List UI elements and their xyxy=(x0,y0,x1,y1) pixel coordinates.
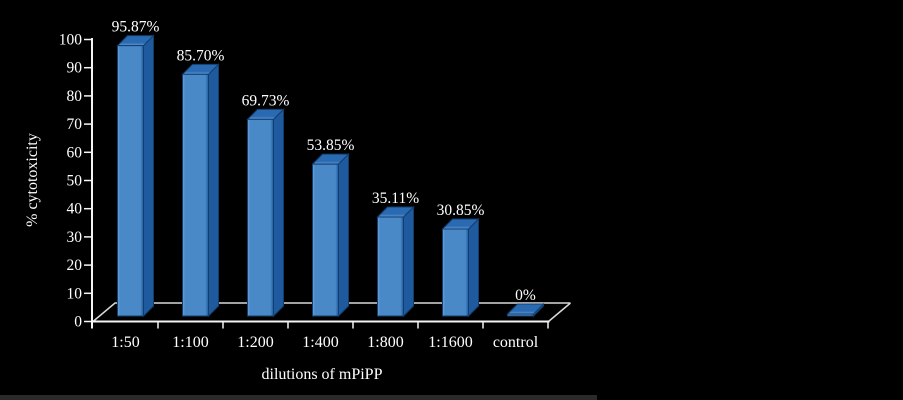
bar-top-face xyxy=(506,303,545,315)
y-axis-title: % cytotoxicity xyxy=(24,133,41,227)
bar-front-face xyxy=(377,216,404,317)
bar-value-label: 85.70% xyxy=(177,47,225,64)
bar-side-face xyxy=(208,63,219,318)
bar-side-face xyxy=(468,217,479,318)
bar-value-label: 0% xyxy=(515,287,536,304)
bar-side-face xyxy=(403,205,414,318)
bar-front-face xyxy=(117,45,144,317)
bar-value-label: 35.11% xyxy=(372,190,419,207)
y-tick-label: 0 xyxy=(74,314,82,331)
bar-front-face xyxy=(507,313,534,317)
y-tick-label: 60 xyxy=(67,144,83,161)
y-tick-label: 40 xyxy=(67,201,83,218)
bar-value-label: 69.73% xyxy=(242,92,290,109)
bar-side-face xyxy=(338,152,349,318)
y-tick-label: 10 xyxy=(67,285,83,302)
bar-1:1600: 30.85% 1:1600 xyxy=(428,202,484,351)
y-tick-label: 100 xyxy=(59,32,83,49)
bar-front-face xyxy=(247,118,274,317)
y-tick-label: 80 xyxy=(67,88,83,105)
bar-front-face xyxy=(312,163,339,317)
bar-front-face xyxy=(182,73,209,317)
bar-side-face xyxy=(273,108,284,318)
bar-side-face xyxy=(143,34,154,318)
x-tick-label: control xyxy=(493,334,539,351)
x-tick-label: 1:400 xyxy=(302,334,338,351)
y-tick-label: 20 xyxy=(67,257,83,274)
y-tick-label: 50 xyxy=(67,173,83,190)
bar-1:400: 53.85% 1:400 xyxy=(302,137,354,351)
bottom-border-strip xyxy=(0,395,597,400)
floor-outline xyxy=(92,302,571,323)
bar-value-label: 30.85% xyxy=(437,202,485,219)
bar-1:800: 35.11% 1:800 xyxy=(367,190,419,351)
x-axis-title: dilutions of mPiPP xyxy=(261,366,383,383)
bar-1:50: 95.87% 1:50 xyxy=(111,19,159,351)
x-tick-label: 1:50 xyxy=(111,334,139,351)
x-tick-label: 1:100 xyxy=(172,334,208,351)
x-tick-label: 1:800 xyxy=(367,334,403,351)
x-tick-label: 1:200 xyxy=(237,334,273,351)
x-tick-label: 1:1600 xyxy=(428,334,472,351)
bar-1:100: 85.70% 1:100 xyxy=(172,47,224,351)
bar-value-label: 53.85% xyxy=(307,137,355,154)
bar-value-label: 95.87% xyxy=(112,19,160,36)
bar-control: 0% control xyxy=(493,287,545,351)
y-tick-label: 90 xyxy=(67,60,83,77)
bar-1:200: 69.73% 1:200 xyxy=(237,92,289,351)
y-tick-label: 30 xyxy=(67,229,83,246)
bar-front-face xyxy=(442,228,469,317)
y-tick-label: 70 xyxy=(67,116,83,133)
